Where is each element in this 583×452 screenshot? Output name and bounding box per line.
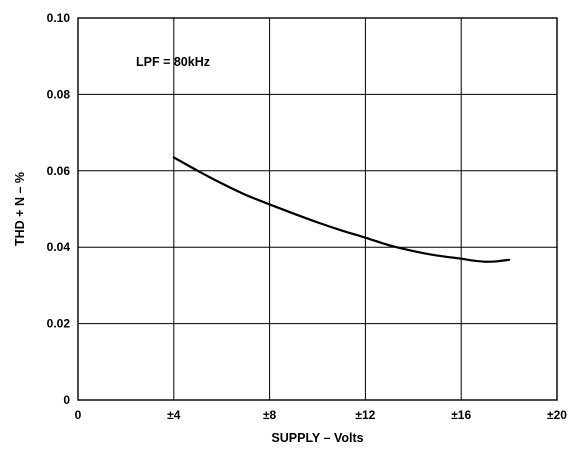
x-axis-title: SUPPLY – Volts (271, 431, 363, 445)
x-tick-label: ±8 (263, 408, 277, 422)
y-axis-title: THD + N – % (13, 172, 27, 246)
x-tick-label: ±4 (167, 408, 181, 422)
x-tick-label: ±16 (451, 408, 471, 422)
series-layer (172, 156, 511, 263)
thd-series-line (172, 156, 511, 263)
x-tick-label: 0 (75, 408, 82, 422)
y-tick-label: 0 (63, 393, 70, 407)
y-tick-label: 0.08 (47, 87, 71, 101)
y-tick-label: 0.10 (47, 11, 71, 25)
x-tick-label: ±12 (355, 408, 375, 422)
y-tick-label: 0.06 (47, 164, 71, 178)
y-axis-ticks: 0 0.02 0.04 0.06 0.08 0.10 (47, 11, 71, 407)
y-tick-label: 0.02 (47, 317, 71, 331)
plot-area-frame (77, 17, 558, 401)
x-tick-label: ±20 (547, 408, 567, 422)
y-tick-label: 0.04 (47, 240, 71, 254)
filter-annotation: LPF = 80kHz (136, 55, 210, 69)
x-axis-ticks: 0 ±4 ±8 ±12 ±16 ±20 (75, 408, 568, 422)
grid-lines (78, 18, 557, 400)
